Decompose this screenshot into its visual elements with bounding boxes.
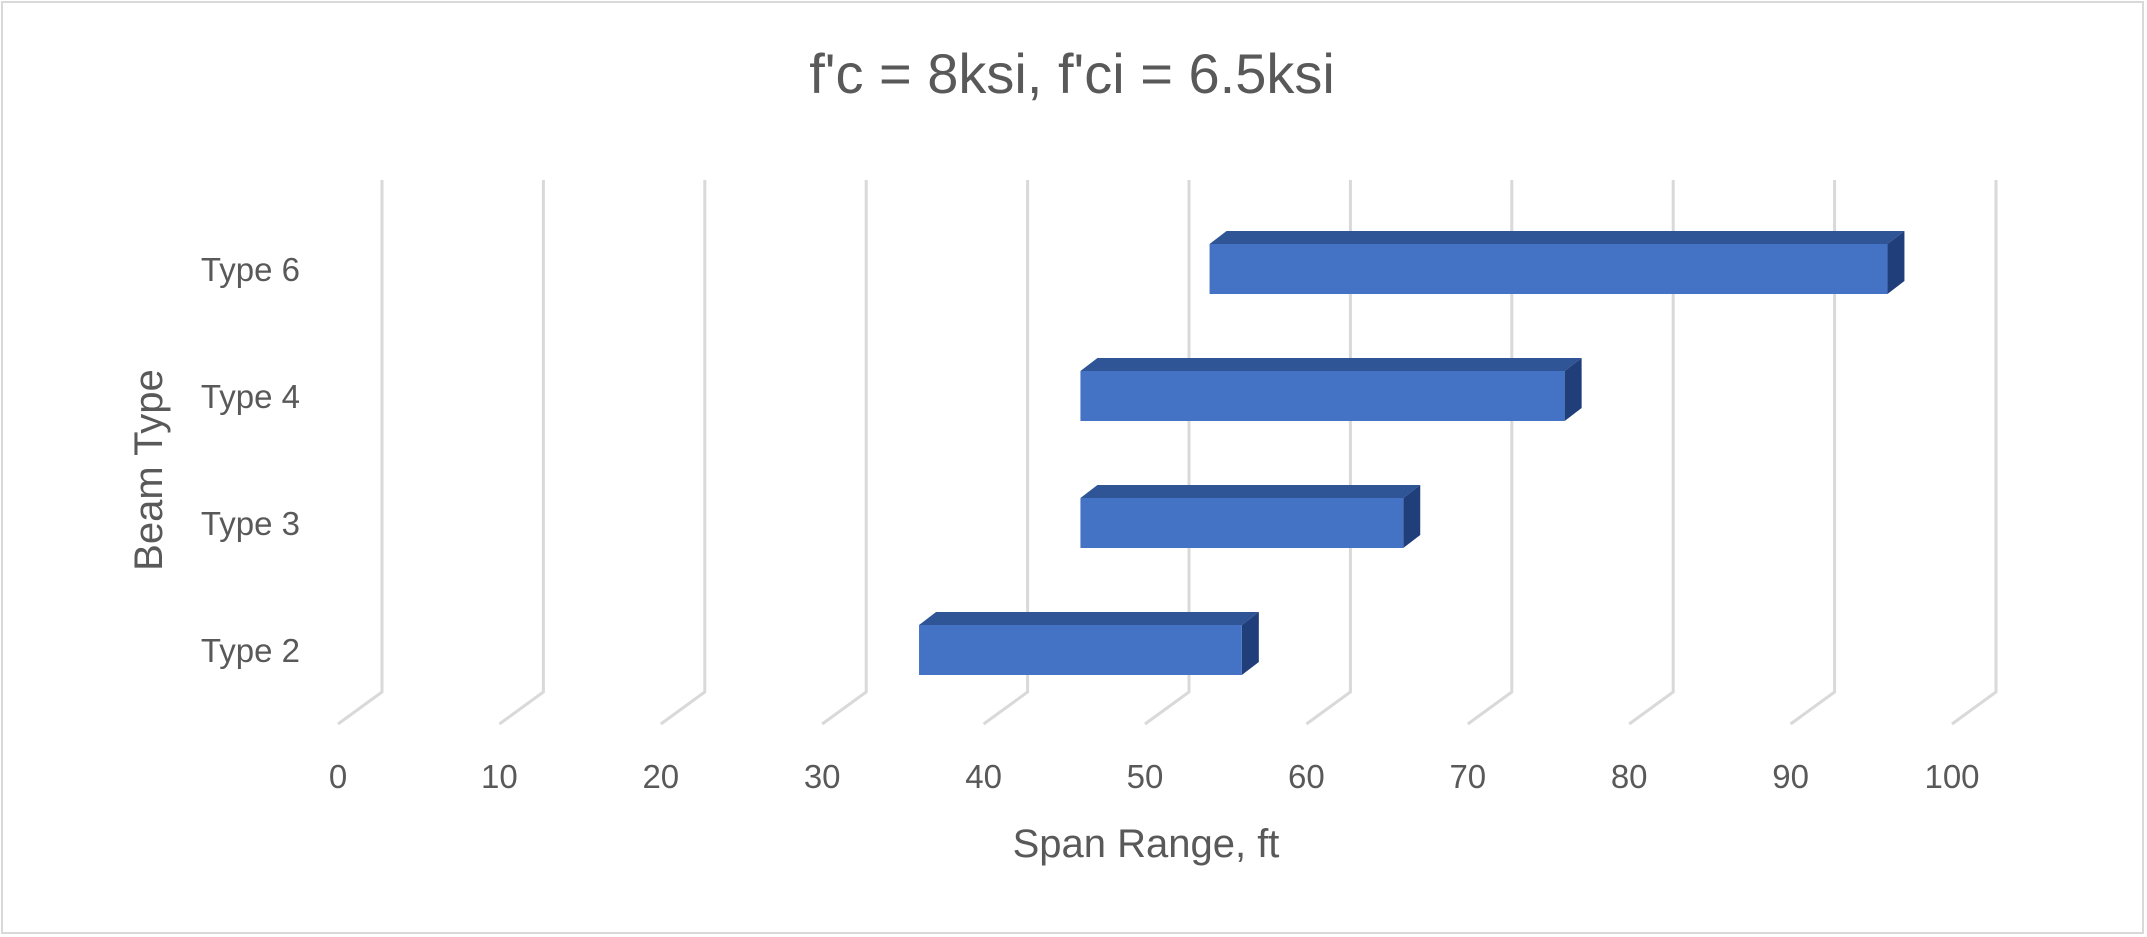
x-tick-label: 90 (1772, 758, 1809, 795)
y-category-label: Type 2 (201, 632, 300, 669)
gridline (498, 180, 545, 726)
gridline (1466, 180, 1514, 726)
x-tick-label: 10 (481, 758, 518, 795)
bar-front-face (1209, 244, 1888, 294)
x-tick-label: 50 (1127, 758, 1164, 795)
y-category-label: Type 3 (201, 505, 300, 542)
gridline (821, 180, 868, 726)
bar-front-face (919, 625, 1242, 675)
bar (919, 612, 1259, 675)
x-axis-title: Span Range, ft (1013, 822, 1280, 866)
x-tick-label: 70 (1449, 758, 1486, 795)
y-axis-categories: Type 2 Type 3 Type 4 Type 6 (201, 251, 300, 669)
bar (1209, 231, 1905, 294)
bar (1080, 358, 1582, 421)
y-category-label: Type 4 (201, 378, 300, 415)
bar-top-face (1080, 485, 1421, 498)
bar-front-face (1080, 498, 1404, 548)
x-tick-label: 0 (329, 758, 347, 795)
x-tick-label: 20 (642, 758, 679, 795)
bar-side-face (1403, 485, 1421, 548)
x-tick-label: 30 (804, 758, 841, 795)
chart-title: f'c = 8ksi, f'ci = 6.5ksi (809, 42, 1335, 105)
x-tick-label: 40 (965, 758, 1002, 795)
gridline (659, 180, 707, 726)
bar-top-face (1209, 231, 1905, 244)
x-tick-label: 100 (1924, 758, 1979, 795)
gridline (1628, 180, 1675, 726)
bar-top-face (1080, 358, 1582, 371)
gridline (1144, 180, 1191, 726)
gridline (1305, 180, 1352, 726)
bar (1080, 485, 1421, 548)
y-category-label: Type 6 (201, 251, 300, 288)
gridline (1951, 180, 1998, 726)
bars (919, 231, 1905, 675)
bar-top-face (919, 612, 1259, 625)
x-axis-ticks: 0 10 20 30 40 50 60 70 80 90 100 (329, 758, 1980, 795)
gridlines (337, 180, 1998, 726)
bar-side-face (1564, 358, 1582, 421)
gridline (337, 180, 384, 726)
bar-front-face (1080, 371, 1565, 421)
bar-side-face (1887, 231, 1905, 294)
y-axis-title: Beam Type (127, 369, 171, 571)
x-tick-label: 60 (1288, 758, 1325, 795)
gridline (1789, 180, 1837, 726)
bar-side-face (1241, 612, 1259, 675)
x-tick-label: 80 (1611, 758, 1648, 795)
gridline (982, 180, 1030, 726)
